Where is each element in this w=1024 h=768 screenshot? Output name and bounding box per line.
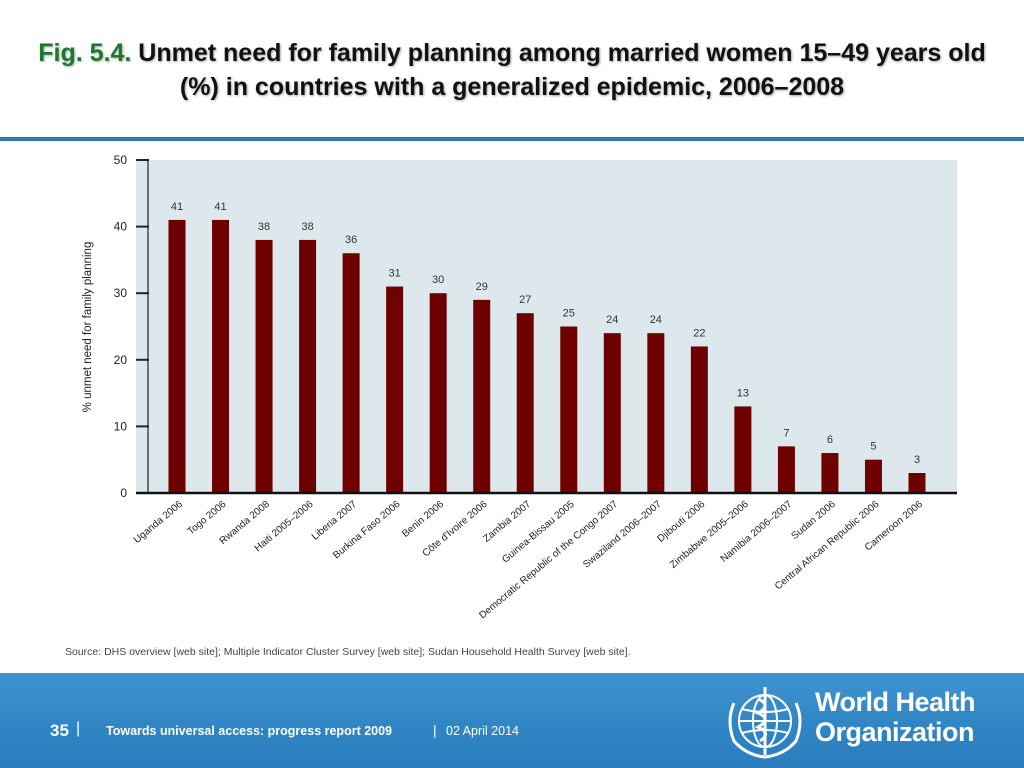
- bar: [255, 239, 273, 493]
- report-title: Towards universal access: progress repor…: [106, 724, 393, 738]
- bar-value-label: 38: [258, 221, 270, 233]
- bar: [560, 326, 578, 493]
- bar: [864, 459, 882, 493]
- bar-value-label: 29: [476, 281, 488, 293]
- org-name: World Health Organization: [815, 687, 976, 747]
- bar: [212, 219, 230, 493]
- y-tick-label: 40: [114, 220, 128, 234]
- footer-separator-2: |: [433, 722, 437, 738]
- org-name-line1: World Health: [815, 687, 976, 717]
- bar: [690, 346, 708, 493]
- bar: [603, 333, 621, 493]
- bar-value-label: 13: [737, 387, 749, 399]
- footer-separator: |: [76, 720, 81, 737]
- bar-value-label: 22: [693, 327, 705, 339]
- x-category-label: Zimbabwe 2005–2006: [668, 499, 751, 571]
- bar: [516, 313, 534, 493]
- bar: [821, 453, 839, 493]
- bar-value-label: 36: [345, 234, 357, 246]
- y-axis-label: % unmet need for family planning: [82, 242, 94, 413]
- bar-value-label: 3: [914, 454, 920, 466]
- bar: [299, 239, 317, 493]
- bar-value-label: 27: [519, 294, 531, 306]
- bar: [777, 446, 795, 493]
- title-divider: [0, 137, 1024, 141]
- y-tick-label: 30: [114, 286, 128, 300]
- bar-value-label: 38: [301, 221, 313, 233]
- bar: [386, 286, 404, 493]
- bar: [342, 253, 360, 493]
- bar: [734, 406, 752, 493]
- bar-value-label: 41: [214, 201, 226, 213]
- bar-value-label: 41: [171, 201, 183, 213]
- bar: [908, 473, 926, 493]
- footer-date: 02 April 2014: [446, 724, 519, 738]
- bar-chart: 0 10 20 30 40 50 % unmet need for family plann…: [82, 153, 957, 621]
- bar-value-label: 6: [827, 434, 833, 446]
- bar-value-label: 24: [606, 314, 618, 326]
- bar-value-label: 25: [563, 308, 575, 320]
- bar-value-label: 7: [783, 427, 789, 439]
- x-category-label: Namibia 2006–2007: [719, 499, 795, 565]
- bar: [473, 299, 491, 493]
- bar-value-label: 30: [432, 274, 444, 286]
- x-category-label: Benin 2006: [400, 499, 446, 540]
- figure-label: Fig. 5.4.: [38, 39, 132, 67]
- x-category-label: Guinea-Bissau 2005: [500, 499, 577, 566]
- y-tick-label: 20: [114, 353, 128, 367]
- x-category-label: Uganda 2006: [132, 499, 185, 546]
- bar: [647, 333, 665, 493]
- slide-title: Fig. 5.4. Unmet need for family planning…: [20, 36, 1004, 104]
- bar: [168, 219, 186, 493]
- x-category-label: Togo 2006: [186, 499, 229, 538]
- plot-area: [136, 160, 957, 493]
- bar: [429, 293, 447, 493]
- bar-value-label: 31: [389, 268, 401, 280]
- figure-title-text: Unmet need for family planning among mar…: [138, 39, 986, 101]
- y-tick-label: 50: [114, 153, 128, 167]
- org-name-line2: Organization: [815, 717, 975, 747]
- source-note: Source: DHS overview [web site]; Multipl…: [65, 646, 631, 658]
- x-category-label: Swaziland 2006–2007: [581, 499, 664, 571]
- bar-value-label: 5: [870, 441, 876, 453]
- bar-value-label: 24: [650, 314, 662, 326]
- y-tick-label: 0: [120, 486, 127, 500]
- page-number: 35: [50, 721, 69, 740]
- y-tick-label: 10: [114, 419, 128, 433]
- who-emblem-icon: [728, 687, 802, 759]
- footer-bar: 35 | Towards universal access: progress …: [0, 673, 1024, 768]
